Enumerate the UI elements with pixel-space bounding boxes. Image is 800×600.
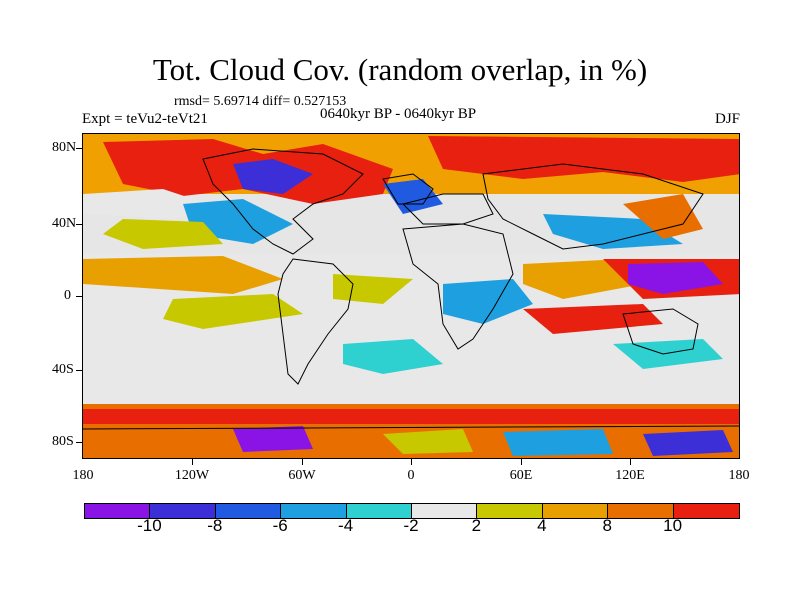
south-pacific-yellow bbox=[163, 294, 303, 329]
colorbar-label: 8 bbox=[602, 516, 612, 535]
antarctic-purple-patch bbox=[233, 426, 313, 452]
antarctica-outline bbox=[83, 425, 739, 430]
map-plot-area bbox=[82, 133, 740, 459]
warm-pool-purple bbox=[628, 262, 723, 294]
lon-tick bbox=[521, 459, 522, 465]
lon-label-60e: 60E bbox=[509, 468, 533, 483]
lat-tick bbox=[76, 296, 82, 297]
lat-label-0: 0 bbox=[64, 288, 71, 303]
period-label: 0640kyr BP - 0640kyr BP bbox=[320, 106, 477, 122]
anomaly-map bbox=[83, 134, 739, 458]
africa-cyan-patch bbox=[443, 279, 533, 324]
lat-label-40s: 40S bbox=[52, 362, 74, 377]
africa-outline bbox=[402, 223, 514, 350]
colorbar-swatch bbox=[542, 504, 609, 518]
lat-tick bbox=[76, 442, 82, 443]
lat-tick bbox=[76, 148, 82, 149]
lon-tick bbox=[302, 459, 303, 465]
north-pacific-yellow bbox=[103, 219, 223, 249]
south-atlantic-cyan bbox=[343, 339, 443, 374]
colorbar-label: 2 bbox=[471, 516, 482, 535]
east-pacific-orange bbox=[83, 256, 283, 294]
arctic-red-patch-east bbox=[428, 136, 739, 182]
rmsd-diff-text: rmsd= 5.69714 diff= 0.527153 bbox=[174, 94, 347, 109]
canada-blue-patch bbox=[233, 159, 313, 194]
atlantic-blue-patch bbox=[383, 179, 443, 214]
lon-label-60w: 60W bbox=[288, 468, 316, 483]
south-america-outline bbox=[277, 258, 354, 385]
colorbar-label: 10 bbox=[663, 516, 683, 535]
colorbar-swatch bbox=[346, 504, 412, 518]
colorbar-swatch bbox=[477, 504, 543, 518]
colorbar-label: 4 bbox=[537, 516, 547, 535]
colorbar-label: -8 bbox=[207, 516, 223, 535]
lon-tick bbox=[411, 459, 412, 465]
lon-label-120w: 120W bbox=[174, 468, 210, 483]
colorbar-swatch bbox=[673, 504, 739, 518]
colorbar-label: -6 bbox=[272, 516, 288, 535]
colorbar-swatch bbox=[281, 504, 347, 518]
colorbar-label: -4 bbox=[338, 516, 354, 535]
colorbar-label: -10 bbox=[137, 516, 162, 535]
antarctic-cyan-patch bbox=[503, 429, 613, 456]
lat-label-40n: 40N bbox=[52, 216, 77, 231]
atlantic-yellow-patch bbox=[333, 274, 413, 304]
asia-outline bbox=[482, 163, 704, 250]
colorbar bbox=[84, 503, 740, 519]
colorbar-swatch bbox=[85, 504, 151, 518]
indian-red-band bbox=[523, 304, 663, 334]
lon-label-0: 0 bbox=[407, 468, 415, 483]
greenland-outline bbox=[382, 173, 434, 205]
lat-tick bbox=[76, 224, 82, 225]
season-label: DJF bbox=[714, 111, 740, 127]
colorbar-label: -2 bbox=[403, 516, 419, 535]
lon-tick bbox=[192, 459, 193, 465]
north-america-outline bbox=[202, 148, 364, 255]
colorbar-swatch bbox=[150, 504, 216, 518]
coastlines bbox=[83, 148, 739, 430]
map-title: Tot. Cloud Cov. (random overlap, in %) bbox=[152, 52, 648, 87]
lat-label-80n: 80N bbox=[52, 140, 77, 155]
australia-outline bbox=[622, 308, 699, 355]
colorbar-swatch bbox=[411, 504, 478, 518]
colorbar-swatch bbox=[608, 504, 674, 518]
lat-tick bbox=[76, 370, 82, 371]
lon-label-180w: 180 bbox=[72, 468, 94, 483]
anomaly-field bbox=[83, 134, 739, 458]
antarctic-red-strip bbox=[83, 409, 739, 424]
antarctic-yellow-patch bbox=[383, 429, 473, 454]
lon-label-180e: 180 bbox=[728, 468, 750, 483]
experiment-label: Expt = teVu2-teVt21 bbox=[82, 111, 208, 127]
colorbar-swatch bbox=[215, 504, 282, 518]
europe-outline bbox=[402, 193, 494, 225]
lon-label-120e: 120E bbox=[615, 468, 645, 483]
japan-orange-patch bbox=[623, 194, 703, 239]
lon-tick bbox=[630, 459, 631, 465]
lat-label-80s: 80S bbox=[52, 434, 74, 449]
antarctic-blue-patch bbox=[643, 430, 733, 456]
